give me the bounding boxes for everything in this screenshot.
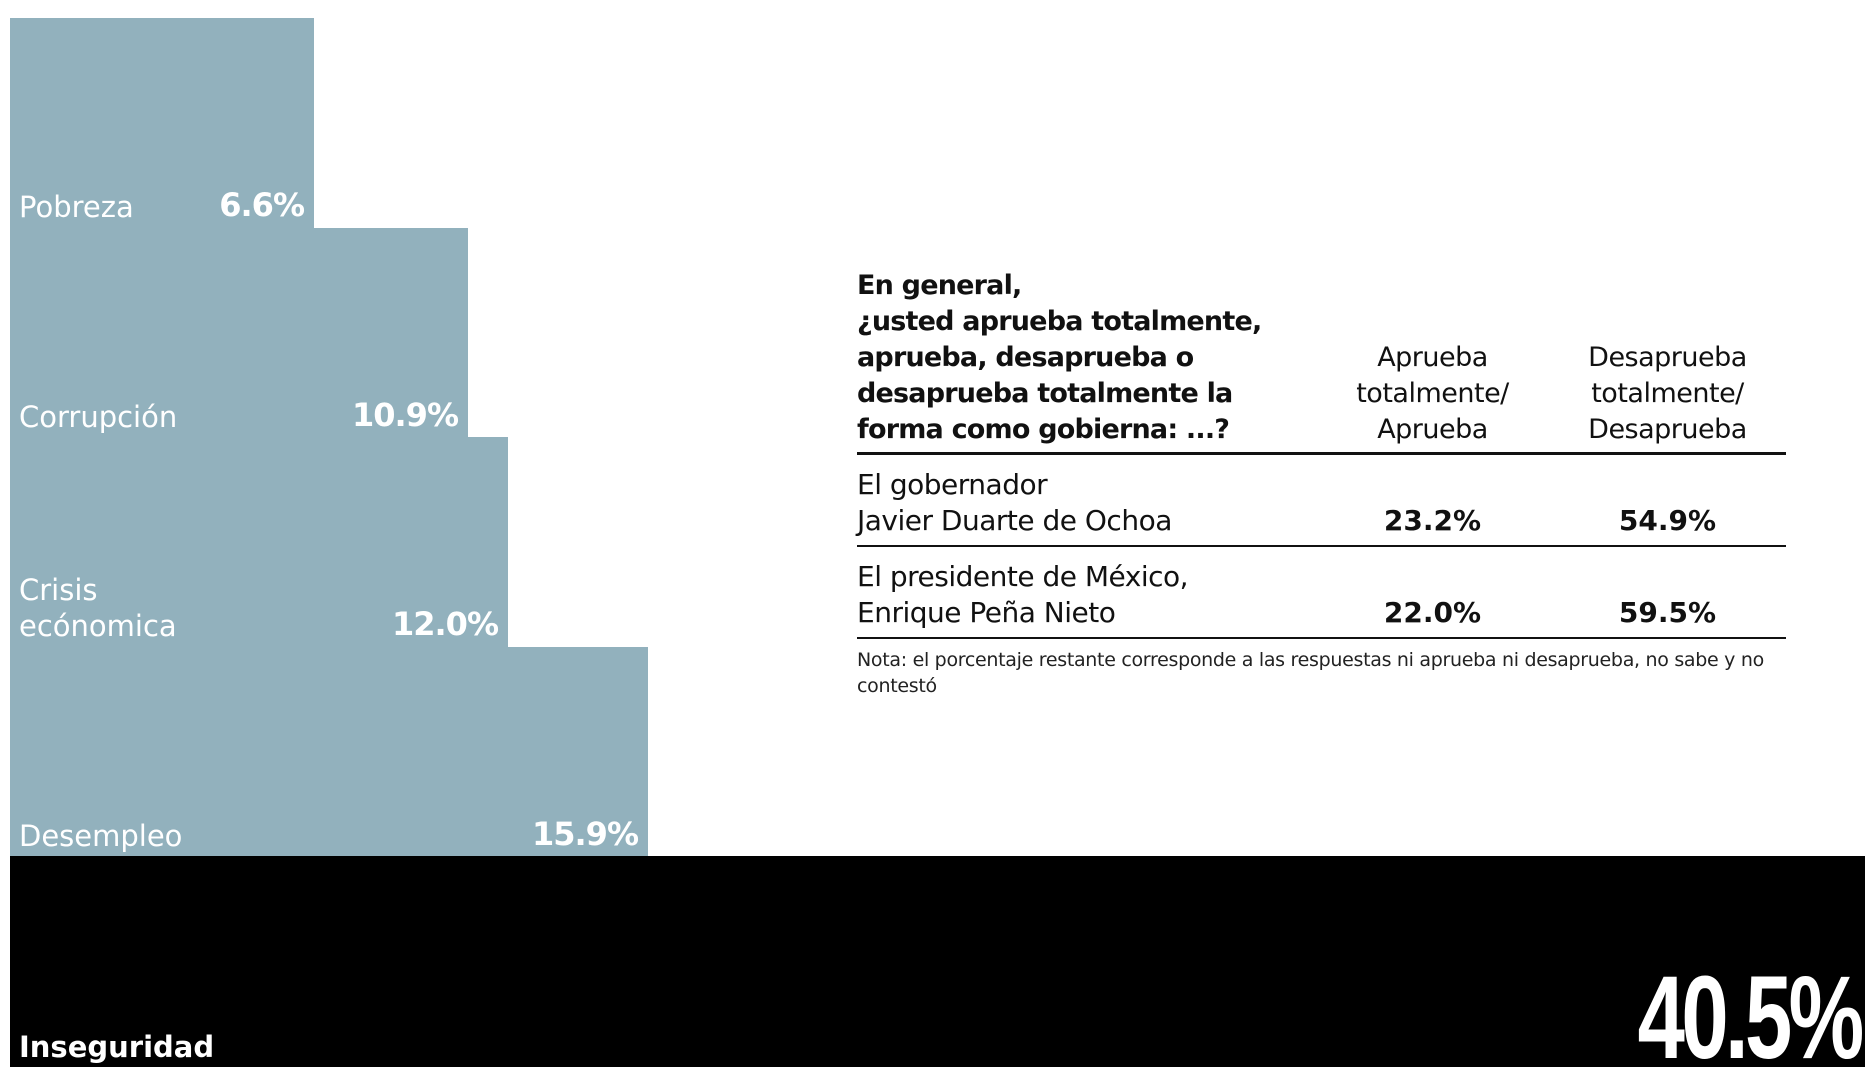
- row-label-governor: El gobernador Javier Duarte de Ochoa: [857, 468, 1172, 537]
- bar-label: Corrupción: [19, 400, 178, 434]
- cell-president-approve: 22.0%: [1383, 596, 1482, 629]
- cell-governor-approve: 23.2%: [1383, 504, 1482, 537]
- bar-value-label: 6.6%: [219, 186, 305, 224]
- bar-inseguridad: Inseguridad 40.5%: [10, 856, 1865, 1077]
- bar-label: Inseguridad: [19, 1030, 215, 1064]
- approval-table: En general, ¿usted aprueba totalmente, a…: [857, 268, 1786, 699]
- bar-corrupción: Corrupción 10.9%: [10, 228, 468, 439]
- bar-value-label: 40.5%: [1638, 952, 1865, 1084]
- bar-value-label: 12.0%: [391, 605, 499, 643]
- bar-pobreza: Pobreza 6.6%: [10, 18, 314, 229]
- bar-label: Desempleo: [19, 819, 183, 853]
- bar-value-label: 15.9%: [531, 815, 639, 853]
- column-header-approve: Aprueba totalmente/ Aprueba: [1356, 342, 1509, 445]
- bar-desempleo: Desempleo 15.9%: [10, 647, 648, 858]
- table-note: Nota: el porcentaje restante corresponde…: [857, 649, 1764, 697]
- row-label-president: El presidente de México, Enrique Peña Ni…: [857, 560, 1189, 629]
- bar-value-label: 10.9%: [351, 396, 459, 434]
- cell-president-disapprove: 59.5%: [1618, 596, 1717, 629]
- bar-label: Crisis ecónomica: [19, 573, 177, 643]
- cell-governor-disapprove: 54.9%: [1618, 504, 1717, 537]
- bar-label: Pobreza: [19, 190, 134, 224]
- table-question: En general, ¿usted aprueba totalmente, a…: [857, 270, 1262, 445]
- table-row: El presidente de México, Enrique Peña Ni…: [857, 547, 1786, 639]
- table-row: El gobernador Javier Duarte de Ochoa 23.…: [857, 455, 1786, 547]
- bar-crisis-ecónomica: Crisis ecónomica 12.0%: [10, 437, 508, 648]
- column-header-disapprove: Desaprueba totalmente/ Desaprueba: [1588, 342, 1747, 445]
- table-header: En general, ¿usted aprueba totalmente, a…: [857, 268, 1786, 455]
